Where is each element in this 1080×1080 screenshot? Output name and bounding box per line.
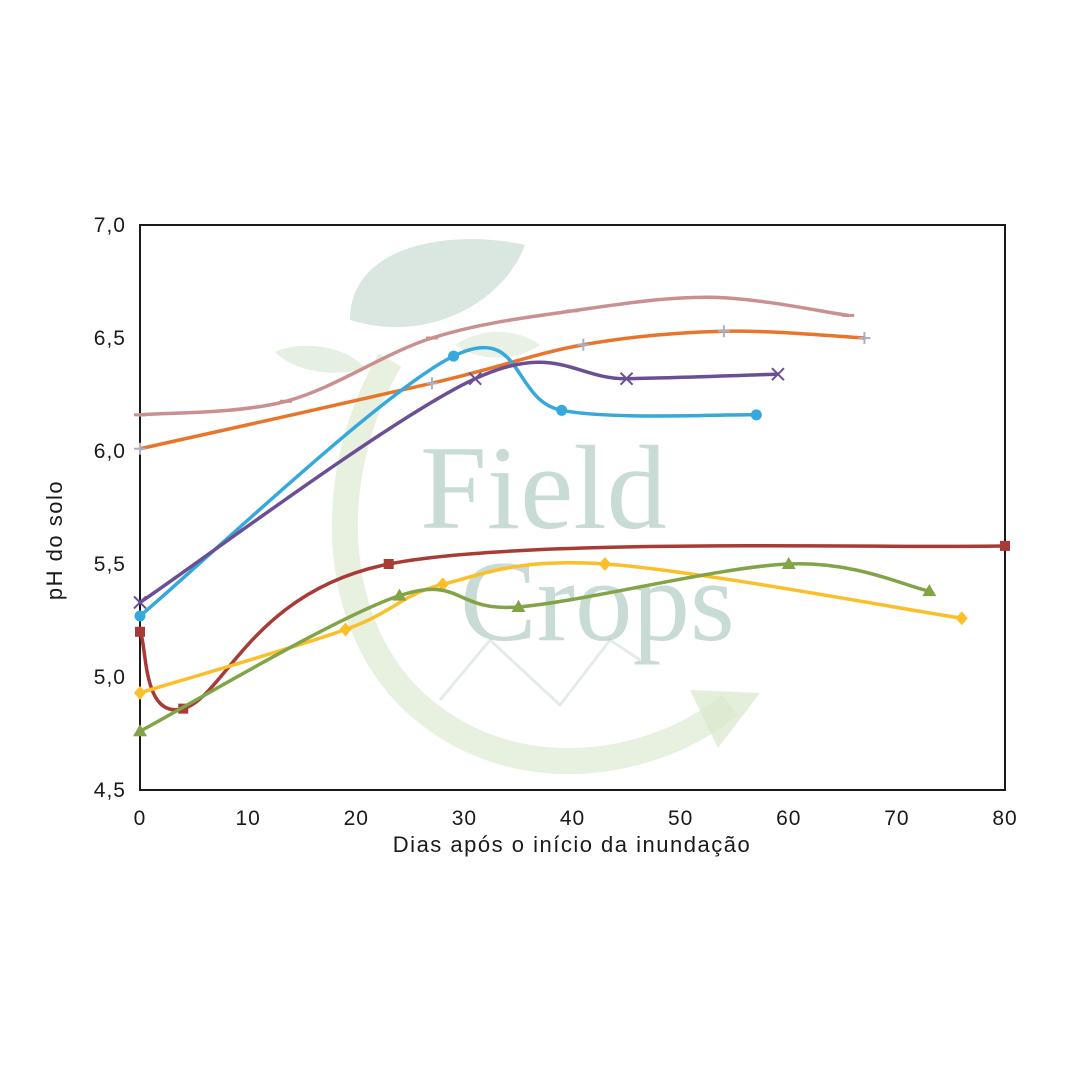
y-tick-label: 5,0: [94, 666, 126, 689]
y-tick-labels: 4,5 5,0 5,5 6,0 6,5 7,0: [94, 214, 126, 802]
series-3-point: [750, 409, 762, 421]
y-tick-label: 4,5: [94, 779, 126, 802]
series-2-line: [138, 329, 867, 451]
series-4-point: [468, 371, 482, 386]
series-1-line: [138, 295, 850, 417]
series-6-line: [138, 561, 964, 695]
series-2: [134, 325, 871, 455]
series-6-point: [339, 622, 352, 637]
y-tick-label: 7,0: [94, 214, 126, 237]
series-5-line: [138, 544, 1007, 712]
x-tick-label: 60: [776, 807, 801, 830]
plot-frame: [139, 224, 1006, 791]
watermark-swoosh-icon: [331, 353, 739, 774]
series-4-point: [771, 367, 785, 381]
series-7-point: [392, 588, 407, 601]
series-layer: [133, 295, 1010, 737]
series-4: [133, 360, 785, 610]
x-tick-label: 20: [344, 807, 369, 830]
series-5-point: [383, 559, 394, 569]
watermark-zigzag-icon: [438, 637, 641, 708]
series-4-point: [619, 371, 634, 386]
series-6: [134, 557, 968, 700]
series-7-point: [511, 599, 526, 612]
series-2-point: [425, 377, 438, 390]
series-7-point: [922, 584, 937, 597]
series-2-point: [717, 325, 730, 338]
series-2-point: [134, 442, 146, 455]
series-6-point: [436, 577, 449, 592]
series-3-point: [134, 610, 146, 622]
x-tick-label: 50: [668, 807, 693, 830]
watermark-arrow-icon: [690, 690, 760, 748]
x-tick-label: 40: [560, 807, 585, 830]
x-tick-label: 70: [884, 807, 909, 830]
watermark-leaf-icon: [275, 239, 540, 373]
x-axis-label: Dias após o início da inundação: [393, 832, 751, 857]
series-3-line: [138, 345, 759, 618]
series-3-point: [448, 350, 460, 362]
watermark-logo: Field Crops: [275, 239, 760, 774]
series-7: [133, 557, 937, 737]
series-4-point: [133, 595, 147, 610]
series-7-point: [133, 724, 147, 737]
series-1: [134, 295, 855, 417]
series-3: [134, 345, 762, 622]
series-2-point: [858, 332, 871, 344]
series-7-point: [781, 557, 796, 569]
watermark-text-field: Field: [420, 421, 667, 554]
y-axis-label: pH do solo: [42, 480, 67, 600]
x-tick-label: 10: [235, 807, 260, 830]
x-tick-label: 80: [992, 807, 1017, 830]
y-tick-label: 6,5: [94, 327, 126, 350]
series-5-point: [135, 626, 145, 637]
x-tick-label: 30: [452, 807, 477, 830]
series-5-point: [1000, 540, 1010, 551]
series-6-point: [598, 557, 611, 571]
series-2-point: [577, 338, 590, 351]
watermark-text-crops: Crops: [460, 538, 735, 665]
series-6-point: [134, 685, 146, 700]
series-4-line: [138, 360, 780, 605]
x-tick-label: 0: [134, 807, 147, 830]
y-tick-label: 5,5: [94, 553, 126, 576]
y-tick-label: 6,0: [94, 440, 126, 463]
series-3-point: [556, 404, 568, 416]
series-6-point: [955, 611, 968, 626]
x-tick-labels: 0 10 20 30 40 50 60 70 80: [134, 807, 1017, 830]
